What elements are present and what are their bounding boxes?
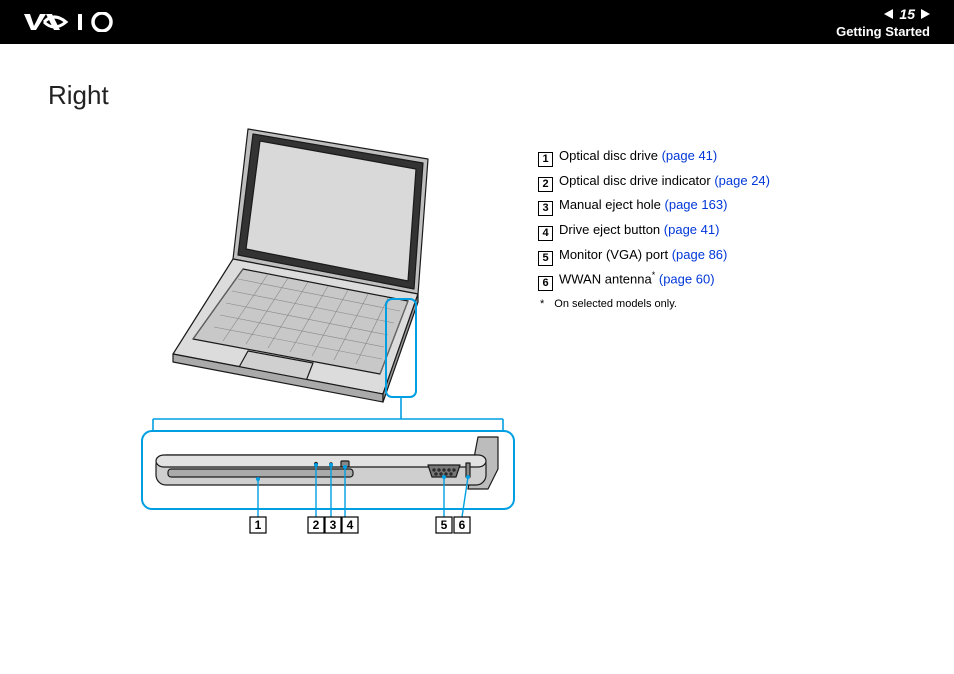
callout-label: WWAN antenna (559, 272, 652, 287)
illustration-wrap: 1 2 3 4 5 6 (48, 119, 518, 539)
callout-label: Monitor (VGA) port (559, 247, 672, 262)
callout-number: 4 (538, 226, 553, 241)
callout-item: 1 Optical disc drive (page 41) (538, 144, 906, 169)
svg-text:3: 3 (330, 518, 337, 532)
svg-text:5: 5 (441, 518, 448, 532)
illustration-column: Right (48, 80, 518, 539)
callout-sup: * (652, 270, 656, 280)
page-nav: 15 (884, 6, 930, 22)
callout-item: 2 Optical disc drive indicator (page 24) (538, 169, 906, 194)
prev-page-icon[interactable] (884, 9, 893, 19)
page-ref-link[interactable]: (page 86) (672, 247, 728, 262)
laptop-diagram: 1 2 3 4 5 6 (138, 119, 518, 539)
callout-label: Drive eject button (559, 222, 664, 237)
page-ref-link[interactable]: (page 41) (664, 222, 720, 237)
page-ref-link[interactable]: (page 163) (665, 197, 728, 212)
callout-label: Manual eject hole (559, 197, 665, 212)
page-content: Right (0, 44, 954, 539)
callout-number: 2 (538, 177, 553, 192)
section-link[interactable]: Getting Started (836, 24, 930, 39)
callout-item: 5 Monitor (VGA) port (page 86) (538, 243, 906, 268)
callout-item: 6 WWAN antenna* (page 60) (538, 267, 906, 292)
callout-item: 4 Drive eject button (page 41) (538, 218, 906, 243)
footnote-mark: * (540, 298, 544, 310)
svg-text:4: 4 (347, 518, 354, 532)
svg-text:2: 2 (313, 518, 320, 532)
svg-text:1: 1 (255, 518, 262, 532)
vaio-logo (24, 12, 120, 32)
callout-label: Optical disc drive (559, 148, 662, 163)
page-ref-link[interactable]: (page 41) (662, 148, 718, 163)
footnote-text: On selected models only. (554, 298, 677, 310)
svg-text:6: 6 (459, 518, 466, 532)
page-ref-link[interactable]: (page 24) (714, 173, 770, 188)
header-right: 15 Getting Started (836, 6, 930, 39)
callout-label: Optical disc drive indicator (559, 173, 714, 188)
callout-number: 5 (538, 251, 553, 266)
callout-number: 3 (538, 201, 553, 216)
footnote: * On selected models only. (538, 298, 906, 310)
callout-number: 6 (538, 276, 553, 291)
header-bar: 15 Getting Started (0, 0, 954, 44)
callout-number: 1 (538, 152, 553, 167)
next-page-icon[interactable] (921, 9, 930, 19)
callout-item: 3 Manual eject hole (page 163) (538, 193, 906, 218)
page-title: Right (48, 80, 518, 111)
callout-column: 1 Optical disc drive (page 41) 2 Optical… (538, 80, 906, 539)
callout-list: 1 Optical disc drive (page 41) 2 Optical… (538, 144, 906, 292)
page-number: 15 (899, 6, 915, 22)
page-ref-link[interactable]: (page 60) (659, 272, 715, 287)
